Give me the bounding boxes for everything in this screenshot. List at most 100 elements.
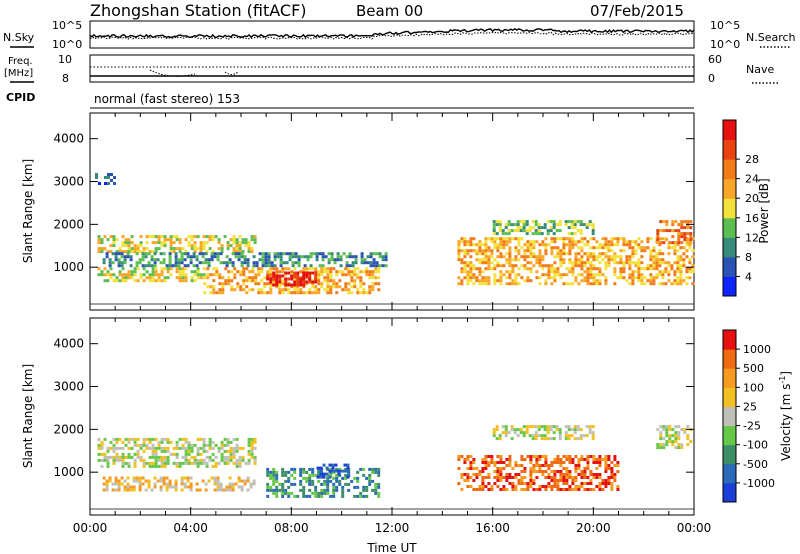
echo-cell	[573, 226, 577, 230]
echo-cell	[463, 240, 467, 244]
echo-cell	[225, 264, 229, 268]
echo-cell	[296, 277, 300, 281]
echo-cell	[613, 479, 617, 482]
echo-cell	[184, 250, 188, 254]
echo-cell	[320, 282, 324, 286]
echo-cell	[501, 229, 505, 233]
echo-cell	[220, 244, 224, 248]
echo-cell	[686, 241, 690, 245]
echo-cell	[487, 255, 491, 259]
echo-cell	[546, 229, 550, 233]
echo-cell	[203, 276, 207, 280]
echo-cell	[272, 283, 276, 287]
colorbar-tick-label: 16	[745, 212, 759, 225]
echo-cell	[472, 276, 476, 280]
echo-cell	[665, 431, 669, 435]
echo-cell	[574, 470, 578, 473]
echo-cell	[586, 258, 590, 262]
echo-cell	[514, 488, 518, 491]
echo-cell	[151, 449, 155, 453]
echo-cell	[502, 264, 506, 268]
echo-cell	[682, 264, 686, 268]
echo-cell	[604, 485, 608, 488]
echo-cell	[577, 282, 581, 286]
echo-cell	[243, 255, 247, 259]
echo-cell	[640, 255, 644, 259]
echo-cell	[592, 476, 596, 479]
echo-cell	[302, 476, 306, 480]
echo-cell	[481, 258, 485, 262]
echo-cell	[255, 264, 259, 268]
echo-cell	[637, 273, 641, 277]
echo-cell	[490, 461, 494, 464]
echo-cell	[235, 449, 239, 453]
echo-cell	[168, 482, 172, 486]
echo-cell	[510, 425, 514, 429]
echo-cell	[502, 467, 506, 470]
echo-cell	[466, 270, 470, 274]
echo-cell	[481, 467, 485, 470]
echo-cell	[109, 267, 113, 271]
echo-cell	[323, 270, 327, 274]
echo-cell	[562, 282, 566, 286]
echo-cell	[121, 461, 125, 465]
echo-cell	[537, 434, 541, 438]
echo-cell	[478, 488, 482, 491]
echo-cell	[264, 261, 268, 265]
echo-cell	[677, 434, 681, 438]
echo-cell	[299, 470, 303, 474]
echo-cell	[302, 267, 306, 271]
echo-cell	[493, 464, 497, 467]
echo-cell	[659, 443, 663, 447]
echo-cell	[213, 255, 217, 259]
echo-cell	[344, 273, 348, 277]
echo-cell	[204, 261, 208, 265]
echo-cell	[223, 461, 227, 465]
echo-cell	[499, 240, 503, 244]
echo-cell	[656, 428, 660, 432]
colorbar-tick-label: 28	[745, 153, 759, 166]
echo-cell	[177, 261, 181, 265]
echo-cell	[221, 276, 225, 280]
echo-cell	[156, 258, 160, 262]
echo-cell	[196, 247, 200, 251]
echo-cell	[133, 452, 137, 456]
echo-cell	[171, 264, 175, 268]
echo-cell	[579, 232, 583, 236]
echo-cell	[196, 267, 200, 271]
echo-cell	[160, 235, 164, 239]
echo-cell	[553, 270, 557, 274]
echo-cell	[208, 437, 212, 441]
echo-cell	[225, 261, 229, 265]
echo-cell	[315, 258, 319, 262]
echo-cell	[532, 455, 536, 458]
echo-cell	[498, 223, 502, 227]
echo-cell	[133, 464, 137, 468]
echo-cell	[553, 246, 557, 250]
echo-cell	[481, 261, 485, 265]
echo-cell	[172, 452, 176, 456]
echo-cell	[335, 479, 339, 483]
echo-cell	[362, 291, 366, 295]
echo-cell	[619, 249, 623, 253]
echo-cell	[317, 494, 321, 498]
echo-cell	[302, 283, 306, 287]
echo-cell	[250, 235, 254, 239]
echo-cell	[293, 467, 297, 471]
echo-cell	[547, 264, 551, 268]
echo-cell	[147, 485, 151, 489]
echo-cell	[207, 258, 211, 262]
echo-cell	[580, 255, 584, 259]
echo-cell	[588, 223, 592, 227]
echo-cell	[127, 437, 131, 441]
echo-cell	[169, 267, 173, 271]
echo-cell	[266, 470, 270, 474]
echo-cell	[238, 235, 242, 239]
echo-cell	[264, 252, 268, 256]
echo-cell	[273, 264, 277, 268]
echo-cell	[232, 241, 236, 245]
echo-cell	[223, 455, 227, 459]
echo-cell	[607, 467, 611, 470]
echo-cell	[562, 252, 566, 256]
echo-cell	[571, 240, 575, 244]
